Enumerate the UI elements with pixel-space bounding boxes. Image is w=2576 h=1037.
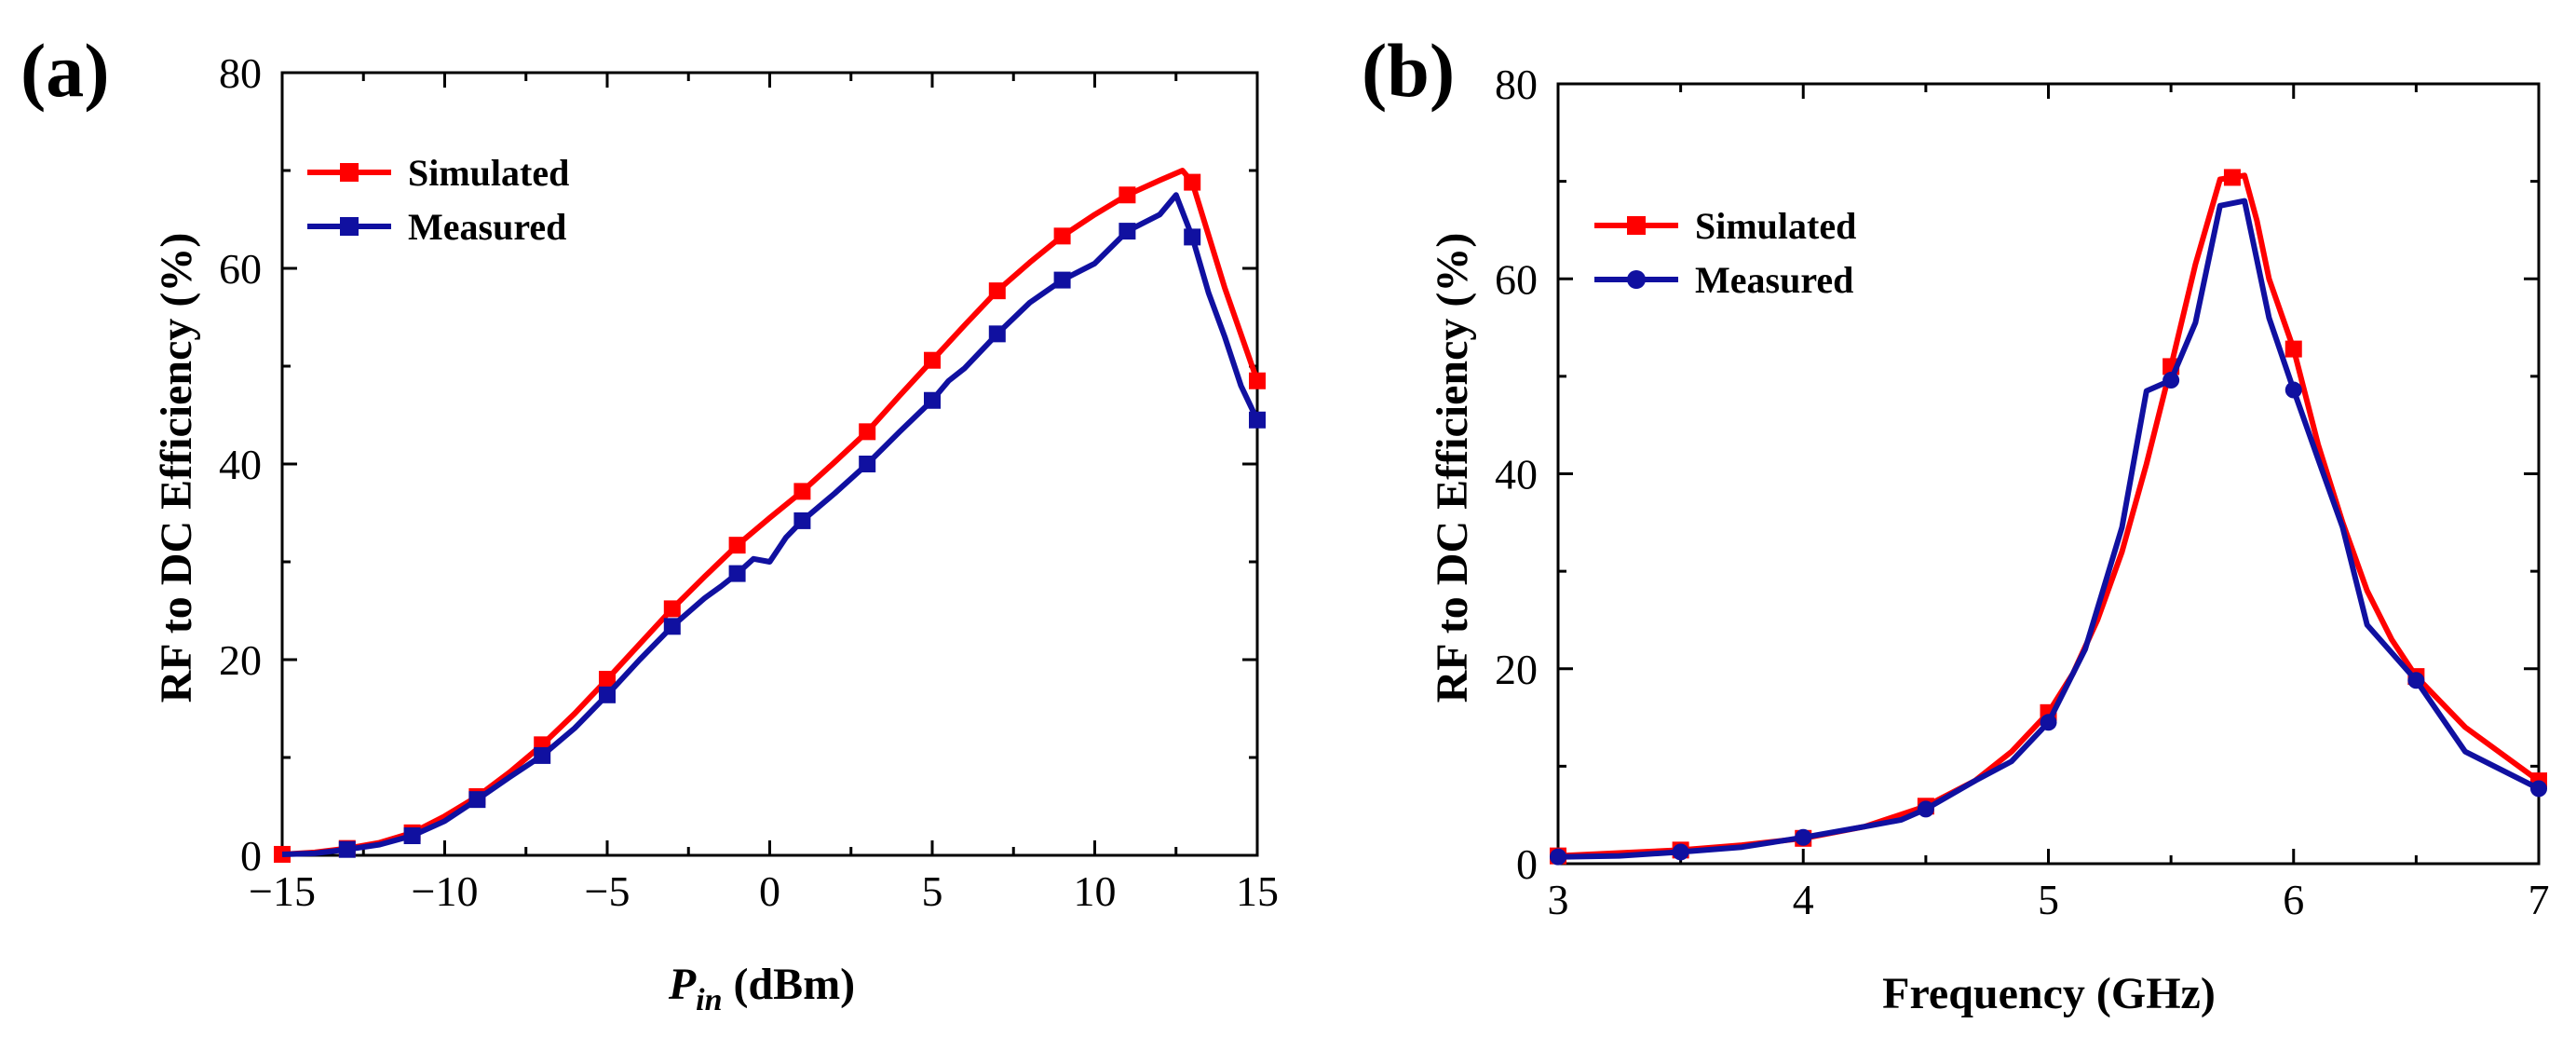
panel-b-x-tick-label: 4 xyxy=(1793,876,1814,923)
panel-a-data-point-measured xyxy=(1184,228,1201,246)
panel-a-x-axis-title: Pin (dBm) xyxy=(668,960,855,1017)
panel-a-x-tick-label: 0 xyxy=(759,867,780,915)
panel-a-y-tick-label: 20 xyxy=(219,636,262,684)
panel-b-data-point-measured xyxy=(1917,800,1934,818)
panel-a-x-tick-label: 15 xyxy=(1236,867,1279,915)
panel-b-data-point-measured xyxy=(2040,714,2057,731)
panel-a-data-point-measured xyxy=(663,618,681,635)
panel-b-x-tick-label: 7 xyxy=(2529,876,2550,923)
panel-b-y-tick-label: 80 xyxy=(1495,61,1538,108)
panel-b-x-tick-label: 3 xyxy=(1548,876,1569,923)
panel-a: (a) RF to DC Efficiency (%) Pin (dBm) 0 2… xyxy=(20,28,1279,1017)
panel-a-y-axis-title: RF to DC Efficiency (%) xyxy=(152,233,201,703)
panel-a-legend-marker-measured xyxy=(340,217,359,236)
panel-b-legend-label-measured: Measured xyxy=(1695,259,1853,301)
panel-b-x-axis-title: Frequency (GHz) xyxy=(1882,969,2216,1018)
panel-b-y-tick-label: 20 xyxy=(1495,646,1538,693)
panel-b-data-point-measured xyxy=(2407,672,2425,689)
panel-b-plot-frame xyxy=(1556,82,2541,866)
panel-a-y-tick-label: 40 xyxy=(219,441,262,488)
panel-b-series-line-measured xyxy=(1557,198,2541,860)
panel-b-data-point-measured xyxy=(2530,780,2547,798)
panel-a-x-axis-title-sub: in xyxy=(696,983,722,1017)
panel-a-data-point-simulated xyxy=(728,537,746,554)
panel-a-y-tick-label: 0 xyxy=(240,832,262,880)
panel-a-data-point-simulated xyxy=(859,423,876,441)
panel-a-y-tick-label: 80 xyxy=(219,49,262,97)
panel-a-series-line-measured xyxy=(281,192,1260,857)
panel-b-y-tick-label: 40 xyxy=(1495,451,1538,498)
panel-a-data-point-measured xyxy=(859,456,876,472)
panel-a-legend-marker-simulated xyxy=(340,163,359,182)
panel-b-data-point-simulated xyxy=(2223,169,2241,186)
panel-b-data-point-measured xyxy=(1550,848,1566,866)
panel-a-x-tick-label: 5 xyxy=(922,867,943,915)
panel-a-data-point-simulated xyxy=(793,483,811,500)
panel-b-data-point-simulated xyxy=(2285,340,2302,358)
panel-a-data-point-measured xyxy=(1053,271,1071,289)
chart-a: 0 20 40 60 80 −15 −10 −5 0 5 10 15 Simulated Measured xyxy=(219,49,1279,915)
panel-b-y-tick-label: 60 xyxy=(1495,255,1538,303)
panel-a-label: (a) xyxy=(20,28,110,113)
panel-a-data-point-simulated xyxy=(663,600,681,618)
panel-a-data-point-simulated xyxy=(1119,186,1136,204)
panel-b-legend-marker-simulated xyxy=(1627,216,1646,235)
panel-b-data-point-measured xyxy=(2162,372,2180,389)
panel-b-x-tick-label: 5 xyxy=(2038,876,2059,923)
panel-a-data-point-measured xyxy=(728,565,746,582)
panel-a-data-point-simulated xyxy=(924,351,941,369)
panel-a-data-point-measured xyxy=(468,791,486,809)
panel-a-data-point-simulated xyxy=(1249,372,1266,389)
panel-a-series-line-simulated xyxy=(281,168,1260,857)
panel-a-x-tick-label: −5 xyxy=(585,867,630,915)
panel-a-data-point-measured xyxy=(599,686,616,703)
chart-b: 0 20 40 60 80 3 4 5 6 7 Simulated Measured xyxy=(1495,61,2550,923)
panel-a-data-point-measured xyxy=(988,325,1006,343)
panel-a-x-tick-label: −15 xyxy=(249,867,316,915)
panel-a-data-point-measured xyxy=(403,827,421,844)
panel-b-data-point-measured xyxy=(1795,828,1812,846)
panel-b: (b) RF to DC Efficiency (%) Frequency (G… xyxy=(1362,28,2550,1018)
panel-a-y-tick-label: 60 xyxy=(219,245,262,293)
panel-a-data-point-measured xyxy=(1119,223,1136,240)
panel-b-data-point-measured xyxy=(1672,843,1689,861)
panel-b-label: (b) xyxy=(1362,28,1455,113)
panel-a-data-point-measured xyxy=(793,512,811,529)
panel-a-data-point-simulated xyxy=(988,282,1006,300)
panel-b-data-point-measured xyxy=(2285,381,2302,399)
panel-a-x-axis-title-unit: (dBm) xyxy=(723,960,856,1009)
panel-a-x-axis-title-main: P xyxy=(668,960,697,1009)
panel-a-data-point-measured xyxy=(1249,411,1266,429)
panel-b-legend-label-simulated: Simulated xyxy=(1695,205,1856,247)
panel-b-x-tick-label: 6 xyxy=(2283,876,2304,923)
panel-b-legend-marker-measured xyxy=(1627,270,1646,289)
panel-a-data-point-measured xyxy=(924,391,941,409)
panel-a-legend-label-simulated: Simulated xyxy=(408,152,569,194)
panel-a-x-tick-label: 10 xyxy=(1074,867,1117,915)
panel-a-data-point-measured xyxy=(338,840,356,858)
panel-a-legend-label-measured: Measured xyxy=(408,206,566,248)
panel-b-y-axis-title: RF to DC Efficiency (%) xyxy=(1428,233,1477,703)
panel-a-data-point-simulated xyxy=(599,671,616,688)
panel-a-x-tick-label: −10 xyxy=(412,867,479,915)
panel-a-data-point-simulated xyxy=(1184,173,1201,191)
panel-b-y-tick-label: 0 xyxy=(1516,840,1538,888)
panel-a-data-point-simulated xyxy=(1053,227,1071,245)
panel-a-data-point-measured xyxy=(534,746,551,764)
